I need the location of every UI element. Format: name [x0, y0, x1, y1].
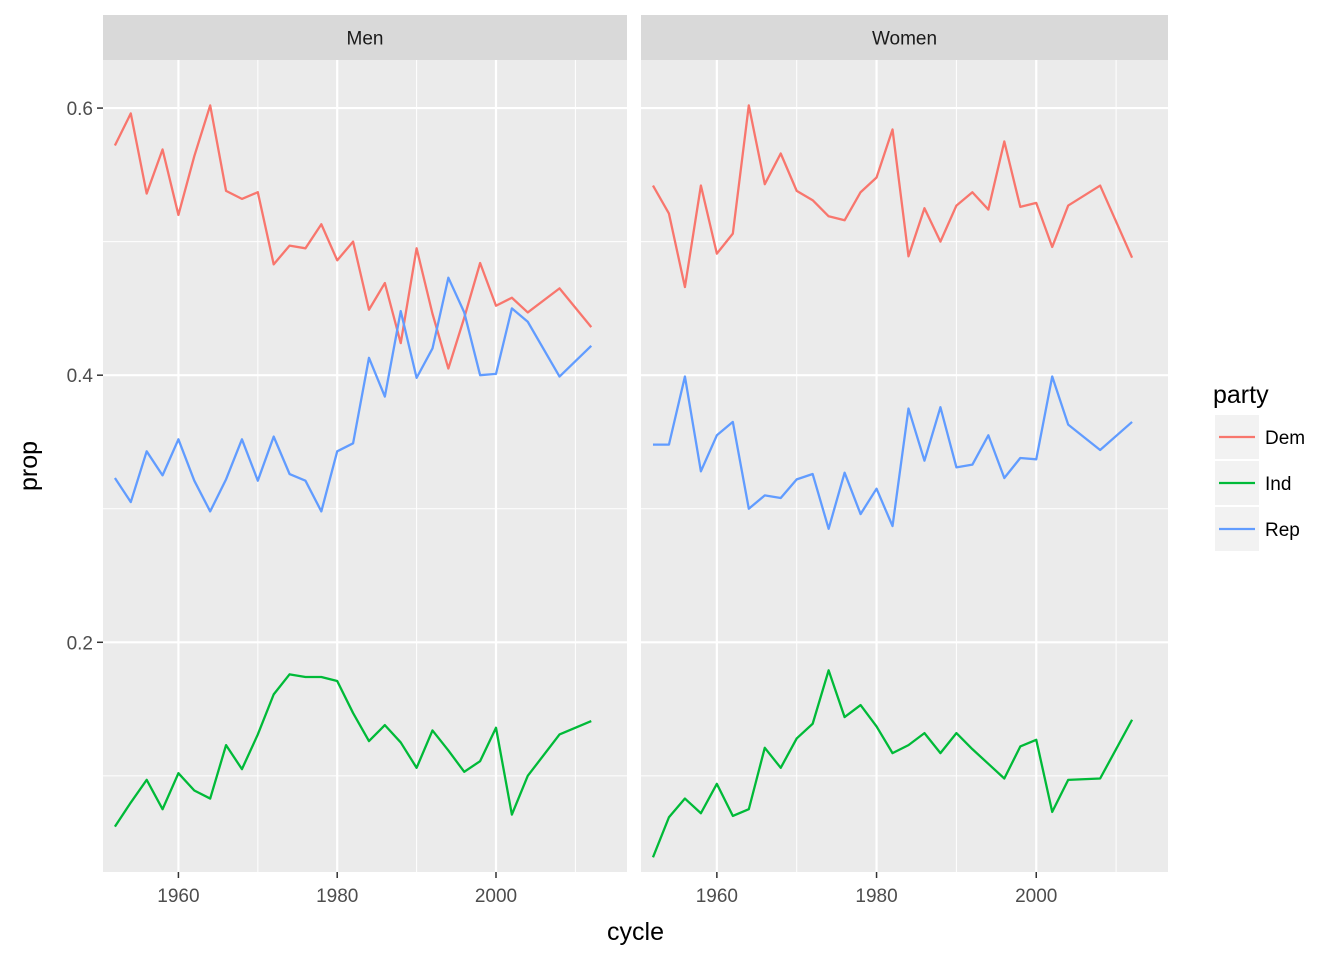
x-axis-title: cycle: [607, 918, 664, 946]
y-tick-label: 0.4: [67, 366, 94, 387]
series-line-dem: [113, 104, 593, 370]
facet-strip: [103, 15, 627, 60]
x-tick-label: 1980: [855, 886, 897, 907]
legend-label-rep: Rep: [1265, 520, 1300, 541]
facet-label-women: Women: [872, 29, 937, 50]
x-tick-label: 1960: [157, 886, 199, 907]
x-tick-label: 2000: [475, 886, 517, 907]
legend-title: party: [1213, 381, 1269, 409]
legend-label-ind: Ind: [1265, 474, 1291, 495]
series-line-ind: [651, 669, 1134, 858]
y-tick-label: 0.2: [67, 633, 93, 654]
series-line-dem: [651, 104, 1134, 289]
series-line-rep: [113, 276, 593, 513]
panel-background: [641, 60, 1168, 872]
panel-background: [103, 60, 627, 872]
series-line-rep: [652, 375, 1133, 530]
series-line-ind: [113, 673, 592, 828]
y-axis-title: prop: [15, 441, 43, 491]
x-tick-label: 1980: [316, 886, 358, 907]
x-tick-label: 1960: [696, 886, 738, 907]
y-tick-label: 0.6: [67, 99, 93, 120]
legend-label-dem: Dem: [1265, 428, 1305, 449]
facet-strip: [641, 15, 1168, 60]
facet-label-men: Men: [347, 29, 384, 50]
x-tick-label: 2000: [1015, 886, 1057, 907]
